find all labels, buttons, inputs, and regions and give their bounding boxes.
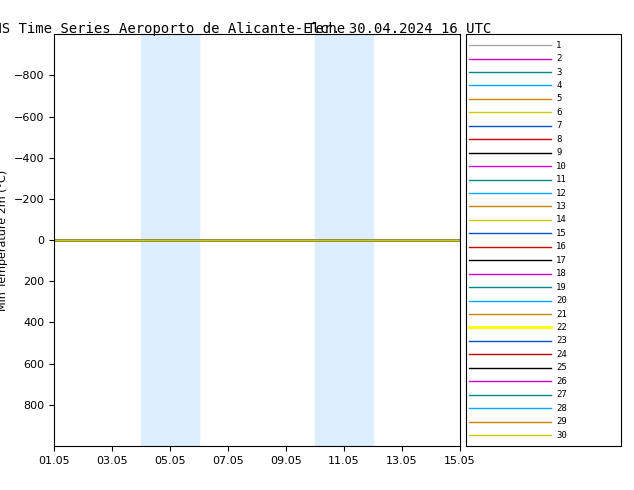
Text: 3: 3	[556, 68, 562, 76]
Text: 24: 24	[556, 350, 567, 359]
Text: 2: 2	[556, 54, 562, 63]
Text: 18: 18	[556, 269, 567, 278]
Text: 19: 19	[556, 283, 567, 292]
Text: 9: 9	[556, 148, 562, 157]
Bar	[314, 34, 373, 446]
Text: 16: 16	[556, 243, 567, 251]
Text: 14: 14	[556, 216, 567, 224]
Text: Ter. 30.04.2024 16 UTC: Ter. 30.04.2024 16 UTC	[307, 22, 491, 36]
Text: 21: 21	[556, 310, 567, 318]
Text: ENS Time Series Aeroporto de Alicante-Elche: ENS Time Series Aeroporto de Alicante-El…	[0, 22, 345, 36]
Y-axis label: Min Temperature 2m (°C): Min Temperature 2m (°C)	[0, 170, 8, 311]
Text: 15: 15	[556, 229, 567, 238]
Text: 30: 30	[556, 431, 567, 440]
Text: 4: 4	[556, 81, 562, 90]
Text: 12: 12	[556, 189, 567, 197]
Text: 28: 28	[556, 404, 567, 413]
Text: 8: 8	[556, 135, 562, 144]
Text: 26: 26	[556, 377, 567, 386]
Text: 20: 20	[556, 296, 567, 305]
Text: 23: 23	[556, 337, 567, 345]
Bar	[141, 34, 199, 446]
Text: 29: 29	[556, 417, 567, 426]
Text: 7: 7	[556, 122, 562, 130]
Text: 1: 1	[556, 41, 562, 49]
Text: 13: 13	[556, 202, 567, 211]
Text: 22: 22	[556, 323, 567, 332]
Text: 17: 17	[556, 256, 567, 265]
Text: 6: 6	[556, 108, 562, 117]
Text: 27: 27	[556, 390, 567, 399]
Text: 5: 5	[556, 95, 562, 103]
Text: 25: 25	[556, 363, 567, 372]
Text: 11: 11	[556, 175, 567, 184]
Text: 10: 10	[556, 162, 567, 171]
